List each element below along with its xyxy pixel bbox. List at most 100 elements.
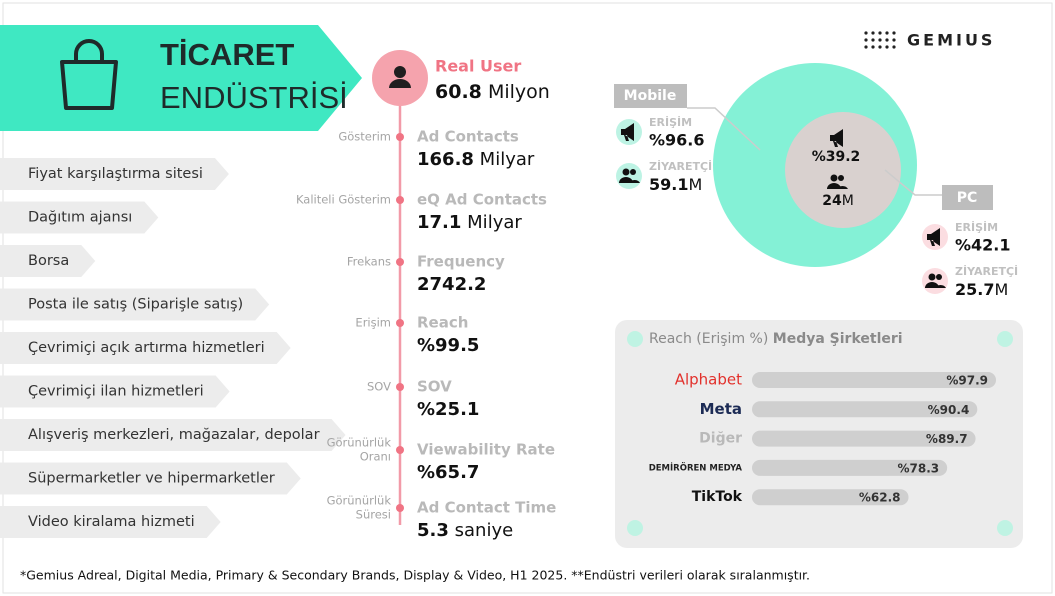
value: 24 — [822, 193, 842, 209]
value: 25.7 — [955, 280, 994, 299]
metric-label: Görünürlük — [327, 436, 392, 450]
metric-title: Ad Contact Time — [417, 499, 556, 517]
timeline-dot — [396, 446, 404, 454]
unit: Milyar — [480, 149, 535, 170]
footnote: *Gemius Adreal, Digital Media, Primary &… — [20, 568, 810, 583]
tag-label: PC — [957, 190, 978, 206]
metric-value: %65.7 — [417, 462, 479, 483]
metric-value: 17.1 Milyar — [417, 212, 522, 233]
unit: Milyar — [467, 212, 522, 233]
category-tag — [0, 375, 230, 408]
metric-value: 5.3 saniye — [417, 520, 513, 541]
metric-title: Ad Contacts — [417, 128, 519, 146]
people-icon — [827, 174, 848, 189]
category-tag — [0, 201, 159, 234]
bar — [752, 430, 976, 447]
pc-circle — [785, 112, 901, 228]
value: %99.5 — [417, 335, 479, 356]
media-title-regular: Reach (Erişim %) — [649, 331, 768, 347]
value: 5.3 — [417, 520, 449, 541]
overlap-reach: %39.2 — [812, 149, 861, 165]
visitor-value: 59.1M — [649, 175, 702, 194]
value: 17.1 — [417, 212, 461, 233]
megaphone-icon — [621, 123, 634, 141]
head — [838, 175, 844, 181]
bar — [752, 401, 978, 418]
media-name: Alphabet — [675, 371, 742, 389]
metric-value: 166.8 Milyar — [417, 149, 535, 170]
icon-bg — [922, 268, 948, 294]
metric-value: 60.8 Milyon — [435, 81, 550, 103]
head — [928, 273, 936, 281]
value: %65.7 — [417, 462, 479, 483]
category-label: Çevrimiçi açık artırma hizmetleri — [28, 340, 265, 356]
value: 60.8 — [435, 81, 482, 103]
metric-label: Gösterim — [338, 130, 391, 144]
timeline-dot — [396, 133, 404, 141]
metric-label: Görünürlük — [327, 494, 392, 508]
mobile-tag — [614, 84, 687, 108]
timeline-dot — [396, 319, 404, 327]
category-tag — [0, 332, 291, 364]
category-label: Alışveriş merkezleri, mağazalar, depolar — [28, 427, 320, 443]
panel-dot — [997, 331, 1013, 347]
visitor-label: ZİYARETÇİ — [955, 264, 1018, 278]
metric-label: Oranı — [360, 450, 391, 464]
unit: M — [842, 193, 854, 209]
bar — [752, 489, 909, 506]
banner-title: ENDÜSTRİSİ — [160, 80, 348, 115]
category-label: Borsa — [28, 253, 69, 269]
unit: saniye — [455, 520, 514, 541]
bag-icon — [60, 39, 118, 110]
category-tag — [0, 419, 346, 451]
category-tag — [0, 288, 270, 321]
metric-label: Frekans — [347, 255, 391, 269]
panel-dot — [627, 331, 643, 347]
category-label: Çevrimiçi ilan hizmetleri — [28, 384, 204, 400]
metric-value: %99.5 — [417, 335, 479, 356]
people-icon — [619, 168, 640, 183]
timeline-dot — [396, 258, 404, 266]
panel-dot — [627, 520, 643, 536]
megaphone-icon — [927, 228, 940, 246]
head — [630, 169, 636, 175]
timeline-dot — [396, 383, 404, 391]
reach-value: %96.6 — [649, 131, 705, 150]
bar-label: %97.9 — [946, 374, 988, 388]
metric-title: Viewability Rate — [417, 441, 555, 459]
category-tag — [0, 245, 96, 277]
category-tag — [0, 462, 301, 495]
category-label: Video kiralama hizmeti — [28, 514, 195, 530]
head — [622, 168, 630, 176]
people-icon — [925, 273, 946, 288]
category-label: Süpermarketler ve hipermarketler — [28, 471, 275, 487]
media-title: Reach (Erişim %) Medya Şirketleri — [649, 331, 903, 347]
bar — [752, 459, 948, 476]
category-label: Fiyat karşılaştırma sitesi — [28, 166, 203, 182]
bar-label: %90.4 — [928, 403, 970, 417]
body — [619, 177, 640, 183]
bar-label: %62.8 — [859, 491, 901, 505]
metric-title: Frequency — [417, 253, 505, 271]
category-tag — [0, 506, 221, 538]
media-name: DEMİRÖREN MEDYA — [649, 462, 743, 473]
head — [830, 174, 838, 182]
unit: Milyon — [488, 81, 550, 103]
bar-label: %78.3 — [898, 461, 940, 475]
metric-value: %25.1 — [417, 399, 479, 420]
media-name: TikTok — [692, 489, 743, 505]
value: 2742.2 — [417, 274, 486, 295]
media-name: Diğer — [699, 431, 742, 447]
metric-label: Erişim — [355, 316, 391, 330]
icon-bg — [616, 163, 642, 189]
user-icon — [389, 66, 411, 88]
bar — [752, 372, 996, 388]
category-tag — [0, 158, 229, 190]
visitor-value: 25.7M — [955, 280, 1008, 299]
head — [936, 274, 942, 280]
unit: M — [994, 280, 1008, 299]
reach-value: %42.1 — [955, 236, 1011, 255]
megaphone-icon — [830, 129, 843, 147]
category-label: Dağıtım ajansı — [28, 210, 132, 226]
